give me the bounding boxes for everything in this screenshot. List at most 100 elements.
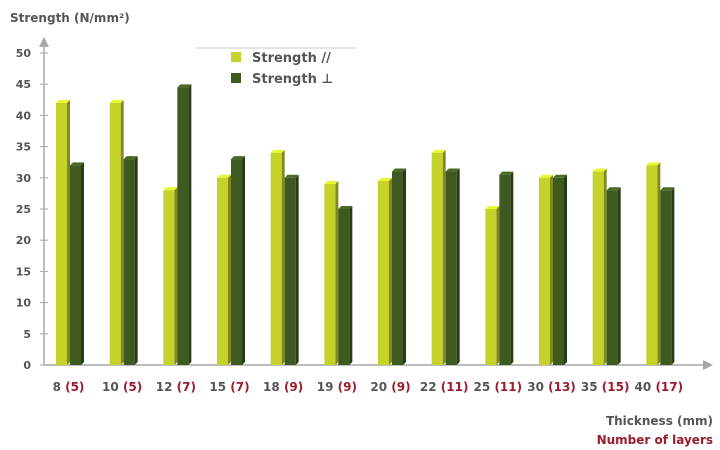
- bar-front-face: [177, 87, 189, 365]
- bar-side-face: [456, 168, 460, 365]
- bar-top-face: [431, 149, 446, 153]
- x-tick-thickness: 25: [474, 380, 495, 394]
- bar-strength-perpendicular: [70, 162, 84, 365]
- bar-side-face: [389, 177, 392, 365]
- x-tick-label: 35 (15): [581, 380, 630, 394]
- bar-strength-perpendicular: [606, 187, 621, 365]
- bar-top-face: [660, 187, 675, 191]
- bar-front-face: [163, 190, 175, 365]
- x-tick-layers: (5): [123, 380, 142, 394]
- x-tick-label: 22 (11): [420, 380, 469, 394]
- bar-front-face: [445, 171, 457, 365]
- bar-top-face: [284, 174, 299, 178]
- bar-strength-perpendicular: [338, 206, 353, 365]
- x-tick-label: 12 (7): [156, 380, 196, 394]
- bar-strength-perpendicular: [392, 168, 406, 365]
- bar-strength-perpendicular: [284, 174, 299, 365]
- x-tick-label: 18 (9): [263, 380, 303, 394]
- x-tick-layers: (17): [655, 380, 683, 394]
- bar-top-face: [217, 174, 231, 178]
- x-tick-layers: (15): [602, 380, 630, 394]
- bar-top-face: [485, 206, 500, 209]
- y-tick-label: 20: [16, 234, 32, 247]
- bar-front-face: [109, 102, 121, 366]
- bar-top-face: [592, 168, 607, 172]
- bar-strength-parallel: [324, 181, 339, 365]
- bar-side-face: [617, 187, 621, 365]
- x-tick-label: 20 (9): [370, 380, 410, 394]
- bar-top-face: [378, 177, 392, 181]
- bar-strength-perpendicular: [499, 171, 514, 365]
- bar-front-face: [606, 190, 618, 365]
- y-tick-label: 30: [16, 172, 32, 185]
- x-axis-title: Thickness (mm): [606, 414, 713, 428]
- x-tick-layers: (7): [230, 380, 249, 394]
- bar-strength-parallel: [270, 149, 285, 365]
- bar-strength-parallel: [163, 187, 178, 365]
- bar-top-face: [123, 156, 138, 160]
- x-tick-thickness: 22: [420, 380, 441, 394]
- bar-strength-parallel: [485, 206, 500, 365]
- bar-front-face: [338, 209, 350, 365]
- legend-label-perpendicular: Strength ⊥: [252, 72, 333, 87]
- bar-top-face: [70, 162, 84, 166]
- legend-swatch-parallel: [231, 52, 241, 62]
- bar-side-face: [335, 181, 339, 365]
- bar-strength-parallel: [539, 174, 553, 365]
- bar-front-face: [646, 165, 658, 365]
- bar-strength-perpendicular: [177, 84, 192, 365]
- bar-strength-parallel: [592, 168, 607, 365]
- bar-side-face: [188, 84, 192, 365]
- x-tick-layers: (9): [391, 380, 410, 394]
- x-tick-thickness: 18: [263, 380, 284, 394]
- bar-strength-perpendicular: [660, 187, 675, 365]
- bar-strength-parallel: [109, 99, 124, 366]
- bar-top-face: [56, 99, 70, 103]
- x-tick-thickness: 20: [370, 380, 391, 394]
- bar-front-face: [431, 152, 443, 365]
- bar-strength-parallel: [646, 162, 661, 365]
- bar-top-face: [177, 84, 192, 88]
- bar-front-face: [70, 165, 81, 365]
- bar-side-face: [657, 162, 661, 365]
- x-tick-label: 15 (7): [209, 380, 249, 394]
- bar-side-face: [174, 187, 178, 365]
- bar-strength-parallel: [431, 149, 446, 365]
- y-tick-label: 0: [23, 359, 31, 372]
- y-tick-label: 35: [16, 141, 31, 154]
- bar-strength-parallel: [56, 99, 70, 366]
- y-tick-label: 5: [23, 328, 31, 341]
- x-axis-tick-labels: 8 (5) 10 (5) 12 (7) 15 (7) 18 (9) 19 (9) 20 (9…: [53, 380, 684, 394]
- bar-top-face: [499, 171, 514, 175]
- bar-side-face: [671, 187, 675, 365]
- legend: Strength // Strength ⊥: [196, 47, 356, 87]
- bar-front-face: [123, 159, 135, 365]
- x-tick-layers: (11): [441, 380, 469, 394]
- x-tick-label: 8 (5): [53, 380, 85, 394]
- bar-front-face: [485, 209, 497, 365]
- y-tick-label: 25: [16, 203, 31, 216]
- x-tick-layers: (11): [494, 380, 522, 394]
- bar-front-face: [378, 180, 389, 365]
- y-tick-label: 40: [16, 109, 32, 122]
- x-tick-layers: (5): [65, 380, 84, 394]
- bar-top-face: [445, 168, 460, 172]
- bar-front-face: [56, 102, 67, 366]
- x-tick-label: 10 (5): [102, 380, 142, 394]
- bar-front-face: [539, 177, 550, 365]
- bar-top-face: [338, 206, 353, 209]
- bar-front-face: [217, 177, 228, 365]
- x-tick-thickness: 10: [102, 380, 123, 394]
- x-tick-layers: (9): [338, 380, 357, 394]
- bar-top-face: [539, 174, 553, 178]
- bar-side-face: [242, 156, 245, 365]
- x-axis-arrow: [703, 360, 713, 370]
- bar-side-face: [67, 99, 70, 366]
- y-axis-arrow: [39, 37, 49, 47]
- bar-side-face: [134, 156, 138, 365]
- bar-strength-parallel: [217, 174, 231, 365]
- bar-side-face: [120, 99, 124, 366]
- bar-top-face: [553, 174, 567, 178]
- bar-side-face: [228, 174, 231, 365]
